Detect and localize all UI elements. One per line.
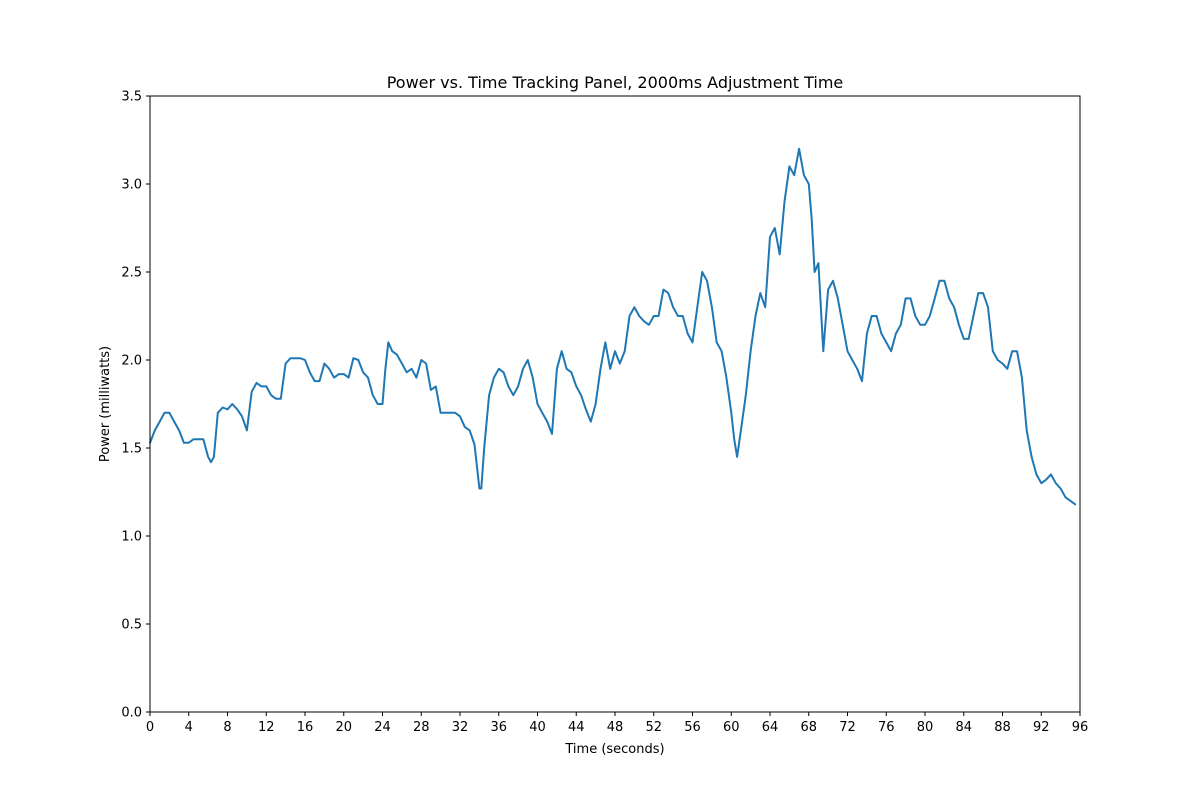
x-tick-label: 76 — [878, 720, 895, 735]
y-tick-label: 0.0 — [121, 706, 142, 721]
x-tick-label: 92 — [1033, 720, 1050, 735]
y-tick-label: 1.0 — [121, 530, 142, 545]
x-tick-label: 84 — [955, 720, 972, 735]
y-axis: 0.0 0.5 1.0 1.5 2.0 2.5 3.0 3.5 — [121, 90, 150, 721]
x-tick-label: 72 — [839, 720, 856, 735]
x-tick-label: 12 — [258, 720, 275, 735]
x-tick-label: 0 — [146, 720, 154, 735]
x-tick-label: 36 — [490, 720, 507, 735]
y-tick-label: 1.5 — [121, 442, 142, 457]
y-tick-label: 2.0 — [121, 354, 142, 369]
x-tick-label: 68 — [800, 720, 817, 735]
plot-area-frame — [149, 95, 1081, 713]
x-tick-label: 32 — [452, 720, 469, 735]
x-tick-label: 8 — [223, 720, 231, 735]
series-line-power — [149, 147, 1077, 506]
x-tick-label: 16 — [297, 720, 314, 735]
x-tick-label: 28 — [413, 720, 430, 735]
x-tick-label: 44 — [568, 720, 585, 735]
chart-title: Power vs. Time Tracking Panel, 2000ms Ad… — [387, 73, 844, 92]
x-axis-label: Time (seconds) — [564, 742, 664, 757]
y-tick-label: 0.5 — [121, 618, 142, 633]
x-tick-label: 96 — [1072, 720, 1089, 735]
x-tick-label: 4 — [185, 720, 193, 735]
y-tick-label: 3.0 — [121, 178, 142, 193]
y-tick-label: 3.5 — [121, 90, 142, 105]
x-tick-label: 60 — [723, 720, 740, 735]
y-axis-label: Power (milliwatts) — [98, 346, 113, 462]
x-tick-label: 24 — [374, 720, 391, 735]
x-tick-label: 56 — [684, 720, 701, 735]
x-tick-label: 64 — [762, 720, 779, 735]
x-tick-label: 48 — [607, 720, 624, 735]
x-tick-label: 80 — [917, 720, 934, 735]
x-axis: 0 4 8 12 16 20 24 28 32 36 40 44 48 52 56 60 64 68 72 76 80 8… — [146, 712, 1088, 735]
x-tick-label: 52 — [645, 720, 662, 735]
x-tick-label: 20 — [335, 720, 352, 735]
y-tick-label: 2.5 — [121, 266, 142, 281]
x-tick-label: 88 — [994, 720, 1011, 735]
x-tick-label: 40 — [529, 720, 546, 735]
